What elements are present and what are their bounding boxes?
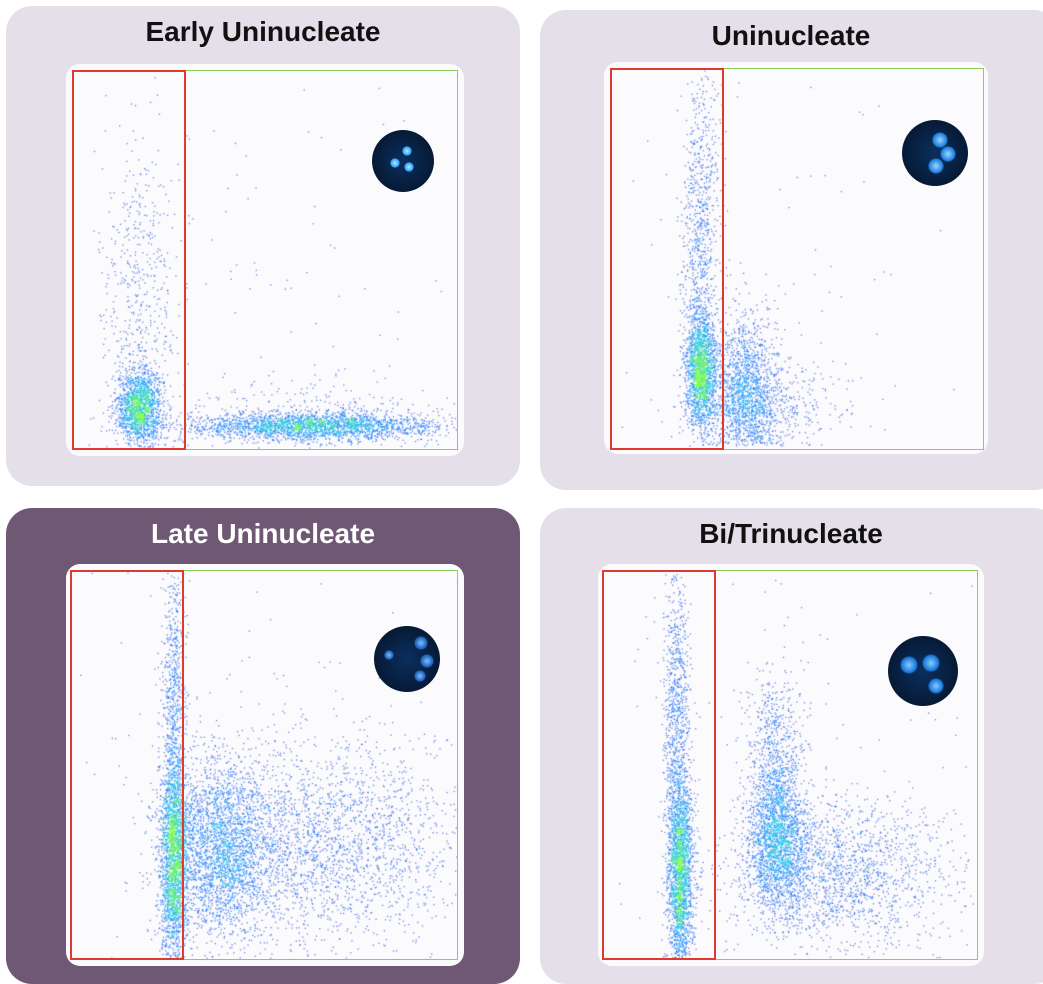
nucleus — [384, 650, 394, 660]
panel-title: Late Uninucleate — [150, 518, 376, 549]
scatter-plot — [598, 564, 984, 966]
scatter-plot — [604, 62, 988, 454]
density-scatter — [598, 564, 984, 966]
nucleus — [900, 656, 918, 674]
plot-border — [714, 570, 978, 960]
panel-title: Early Uninucleate — [145, 16, 381, 47]
nucleus — [932, 132, 948, 148]
nucleus — [928, 158, 944, 174]
nucleus — [922, 654, 940, 672]
plot-border — [182, 570, 458, 960]
panel-early-uninucleate: Early Uninucleate — [6, 6, 520, 486]
nucleus — [414, 670, 426, 682]
scatter-plot — [66, 564, 464, 966]
panel-bi-trinucleate: Bi/Trinucleate — [540, 508, 1043, 984]
nucleus — [940, 146, 956, 162]
gate-region — [70, 570, 184, 960]
nucleus — [928, 678, 944, 694]
nucleus — [404, 162, 414, 172]
panel-title: Bi/Trinucleate — [699, 518, 883, 549]
gate-region — [72, 70, 186, 450]
panel-title: Uninucleate — [711, 20, 871, 51]
panel-late-uninucleate: Late Uninucleate — [6, 508, 520, 984]
nucleus — [390, 158, 400, 168]
scatter-plot — [66, 64, 464, 456]
density-scatter — [66, 64, 464, 456]
plot-border — [184, 70, 458, 450]
plot-border — [722, 68, 984, 450]
gate-region — [602, 570, 716, 960]
gate-region — [610, 68, 724, 450]
nucleus — [402, 146, 412, 156]
nucleus — [420, 654, 434, 668]
bi-trinucleate-microspore-icon — [888, 636, 958, 706]
nucleus — [414, 636, 428, 650]
early-uninucleate-microspore-icon — [372, 130, 434, 192]
panel-uninucleate: Uninucleate — [540, 10, 1043, 490]
uninucleate-microspore-icon — [902, 120, 968, 186]
late-uninucleate-microspore-icon — [374, 626, 440, 692]
